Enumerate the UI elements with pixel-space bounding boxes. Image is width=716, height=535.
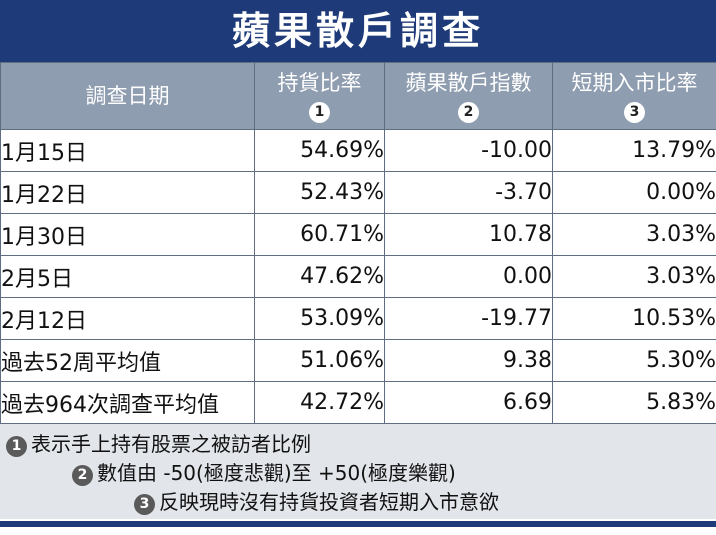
column-header-label: 短期入市比率 (571, 70, 698, 95)
table-row: 1月22日 52.43% -3.70 0.00% (0, 171, 716, 214)
survey-table: 調查日期 持貨比率 1 蘋果散戶指數 2 短期入市比率 3 1月15日 5 (0, 62, 716, 424)
table-row: 1月15日 54.69% -10.00 13.79% (0, 129, 716, 172)
cell-index: -19.77 (384, 297, 553, 340)
cell-entry: 3.03% (552, 213, 716, 256)
circled-number-icon: 2 (458, 101, 479, 123)
cell-entry: 13.79% (552, 129, 716, 172)
cell-holding: 60.71% (254, 213, 385, 256)
note-text: 表示手上持有股票之被訪者比例 (31, 432, 311, 456)
note-text: 數值由 -50(極度悲觀)至 +50(極度樂觀) (97, 461, 456, 485)
cell-date: 1月15日 (0, 129, 255, 172)
column-header-label: 調查日期 (85, 84, 170, 108)
cell-date: 過去52周平均值 (0, 339, 255, 382)
column-header-index: 蘋果散戶指數 2 (384, 62, 553, 130)
cell-index: 6.69 (384, 381, 553, 424)
column-header-date: 調查日期 (0, 62, 255, 130)
circled-number-icon: 2 (72, 465, 93, 486)
table-row: 2月5日 47.62% 0.00 3.03% (0, 255, 716, 298)
circled-number-icon: 1 (309, 101, 330, 123)
note-text: 反映現時沒有持貨投資者短期入市意欲 (159, 490, 499, 514)
cell-holding: 42.72% (254, 381, 385, 424)
cell-holding: 52.43% (254, 171, 385, 214)
cell-entry: 10.53% (552, 297, 716, 340)
cell-entry: 0.00% (552, 171, 716, 214)
cell-date: 1月30日 (0, 213, 255, 256)
circled-number-icon: 1 (6, 436, 27, 457)
table-row: 2月12日 53.09% -19.77 10.53% (0, 297, 716, 340)
cell-date: 過去964次調查平均值 (0, 381, 255, 424)
table-row: 過去964次調查平均值 42.72% 6.69 5.83% (0, 381, 716, 424)
cell-index: -10.00 (384, 129, 553, 172)
cell-index: 9.38 (384, 339, 553, 382)
cell-index: 0.00 (384, 255, 553, 298)
cell-date: 2月5日 (0, 255, 255, 298)
note-item: 3 反映現時沒有持貨投資者短期入市意欲 (134, 488, 499, 517)
column-header-holding: 持貨比率 1 (254, 62, 385, 130)
table-header-row: 調查日期 持貨比率 1 蘋果散戶指數 2 短期入市比率 3 (0, 62, 716, 130)
cell-holding: 51.06% (254, 339, 385, 382)
cell-entry: 5.30% (552, 339, 716, 382)
column-header-label: 蘋果散戶指數 (405, 70, 532, 95)
cell-entry: 5.83% (552, 381, 716, 424)
cell-holding: 53.09% (254, 297, 385, 340)
cell-date: 1月22日 (0, 171, 255, 214)
cell-holding: 47.62% (254, 255, 385, 298)
bottom-rule (0, 521, 716, 527)
page-title: 蘋果散戶調查 (0, 0, 716, 62)
column-header-entry: 短期入市比率 3 (552, 62, 716, 130)
notes-panel: 1 表示手上持有股票之被訪者比例 2 數值由 -50(極度悲觀)至 +50(極度樂觀… (0, 424, 716, 519)
column-header-label: 持貨比率 (277, 70, 362, 95)
circled-number-icon: 3 (134, 494, 155, 515)
cell-holding: 54.69% (254, 129, 385, 172)
circled-number-icon: 3 (624, 101, 645, 123)
table-row: 過去52周平均值 51.06% 9.38 5.30% (0, 339, 716, 382)
cell-index: -3.70 (384, 171, 553, 214)
table-row: 1月30日 60.71% 10.78 3.03% (0, 213, 716, 256)
cell-index: 10.78 (384, 213, 553, 256)
cell-entry: 3.03% (552, 255, 716, 298)
note-item: 1 表示手上持有股票之被訪者比例 (6, 430, 311, 459)
cell-date: 2月12日 (0, 297, 255, 340)
note-item: 2 數值由 -50(極度悲觀)至 +50(極度樂觀) (72, 459, 456, 488)
